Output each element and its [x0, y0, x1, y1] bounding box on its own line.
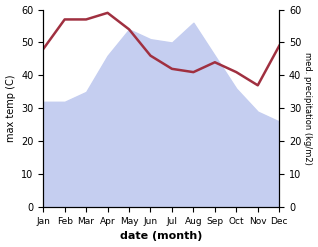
Y-axis label: max temp (C): max temp (C)	[5, 75, 16, 142]
Y-axis label: med. precipitation (kg/m2): med. precipitation (kg/m2)	[303, 52, 313, 165]
X-axis label: date (month): date (month)	[120, 231, 203, 242]
